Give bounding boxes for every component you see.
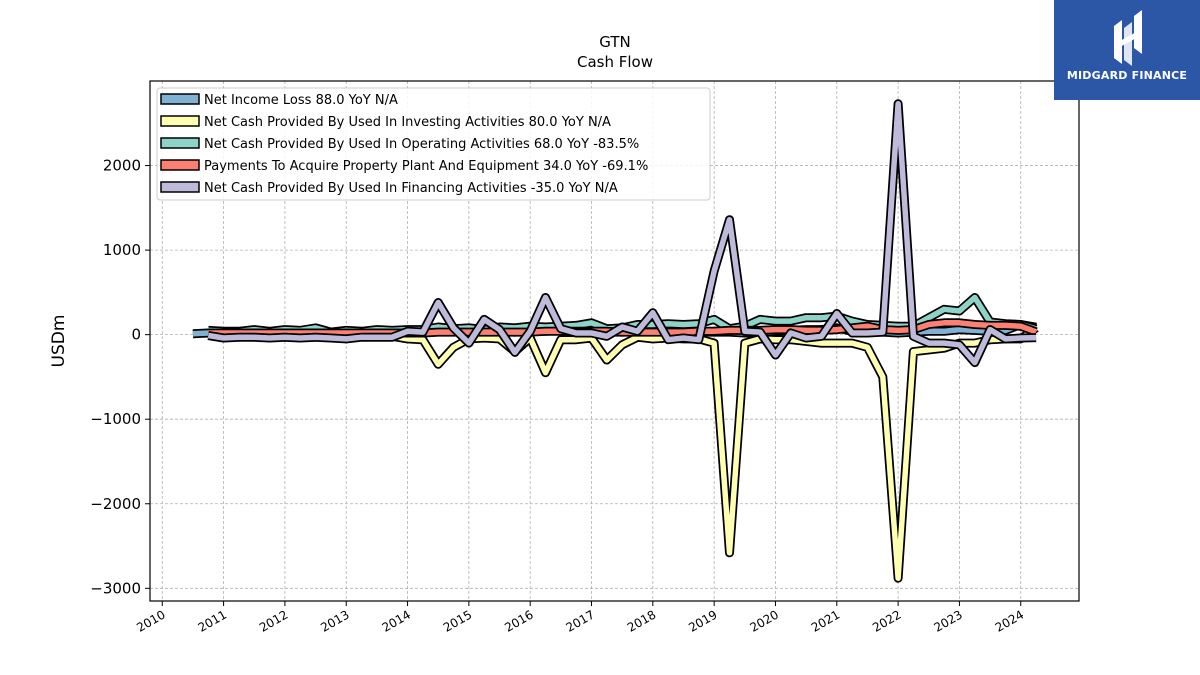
logo-mark-icon — [1114, 10, 1142, 66]
logo-text: MIDGARD FINANCE — [1066, 69, 1188, 82]
legend-swatch — [160, 159, 200, 171]
y-axis-label: USDm — [49, 315, 69, 368]
legend-swatch — [160, 181, 200, 193]
x-tick-label: 2012 — [257, 607, 290, 634]
legend-label: Net Cash Provided By Used In Operating A… — [204, 137, 639, 152]
x-tick-label: 2016 — [502, 607, 535, 634]
x-tick-label: 2010 — [134, 607, 167, 634]
legend-label: Net Income Loss 88.0 YoY N/A — [204, 93, 398, 108]
series-layer — [192, 99, 1039, 583]
x-tick-label: 2015 — [441, 607, 474, 634]
series-5 — [207, 99, 1037, 368]
chart-title: GTN — [599, 33, 630, 51]
legend: Net Income Loss 88.0 YoY N/A Net Cash Pro… — [156, 87, 711, 201]
plot-frame — [149, 80, 1080, 602]
y-tick-label: 0 — [131, 326, 141, 344]
x-tick-label: 2017 — [564, 607, 597, 634]
x-tick-label: 2022 — [870, 607, 903, 634]
x-tick-label: 2018 — [625, 607, 658, 634]
legend-label: Payments To Acquire Property Plant And E… — [204, 159, 648, 174]
x-tick-label: 2024 — [993, 607, 1026, 634]
y-tick-label: −3000 — [90, 579, 141, 597]
brand-logo: MIDGARD FINANCE — [1054, 0, 1200, 100]
legend-box — [156, 87, 711, 201]
x-tick-label: 2014 — [380, 607, 413, 634]
x-tick-label: 2020 — [748, 607, 781, 634]
series-2 — [208, 324, 1039, 583]
x-tick-label: 2013 — [318, 607, 351, 634]
legend-label: Net Cash Provided By Used In Investing A… — [204, 115, 611, 130]
chart-subtitle: Cash Flow — [577, 53, 653, 71]
y-tick-label: −1000 — [90, 410, 141, 428]
x-tick-label: 2021 — [809, 607, 842, 634]
series-line — [208, 325, 1038, 581]
y-tick-label: −2000 — [90, 495, 141, 513]
x-tick-label: 2019 — [686, 607, 719, 634]
legend-swatch — [160, 137, 200, 149]
legend-label: Net Cash Provided By Used In Financing A… — [204, 181, 618, 196]
x-tick-label: 2023 — [931, 607, 964, 634]
y-tick-label: 2000 — [103, 157, 141, 175]
series-line — [207, 101, 1037, 366]
y-tick-label: 1000 — [103, 241, 141, 259]
legend-swatch — [160, 93, 200, 105]
legend-swatch — [160, 115, 200, 127]
x-tick-label: 2011 — [196, 607, 229, 634]
